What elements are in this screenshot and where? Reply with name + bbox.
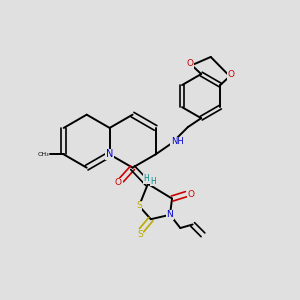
Text: N: N	[106, 149, 113, 159]
Text: O: O	[187, 59, 194, 68]
Text: N: N	[167, 210, 173, 219]
Text: NH: NH	[171, 137, 183, 146]
Text: H: H	[144, 174, 149, 183]
Text: O: O	[188, 190, 195, 199]
Text: CH₃: CH₃	[38, 152, 49, 157]
Text: O: O	[115, 178, 122, 188]
Text: S: S	[136, 201, 142, 210]
Text: H: H	[150, 177, 156, 186]
Text: S: S	[137, 230, 143, 239]
Text: O: O	[228, 70, 235, 79]
